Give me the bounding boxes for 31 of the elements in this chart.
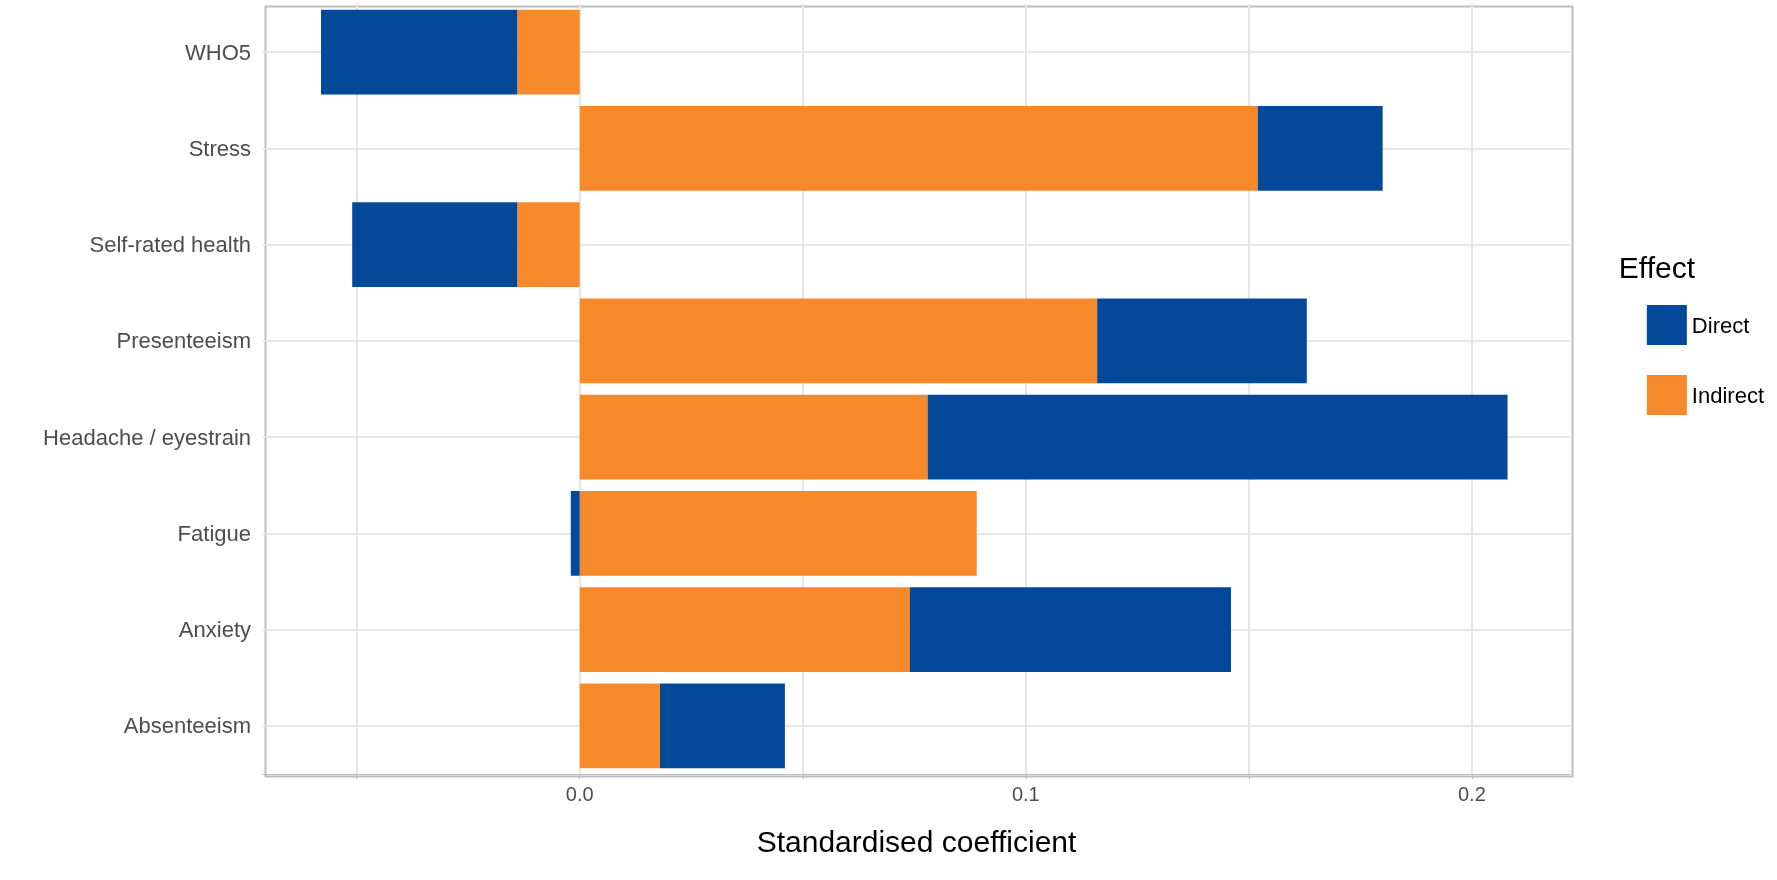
- y-tick-label: Stress: [188, 135, 251, 161]
- bar: [517, 202, 580, 287]
- bar: [1097, 298, 1307, 384]
- x-axis-title: Standardised coefficient: [756, 824, 1077, 858]
- bar: [927, 394, 1508, 480]
- y-tick-label: WHO5: [185, 39, 251, 65]
- bar: [517, 9, 580, 95]
- bar: [579, 491, 977, 576]
- y-tick-label: Anxiety: [178, 617, 251, 643]
- bar: [579, 587, 910, 672]
- x-tick-label: 0.1: [1011, 783, 1040, 805]
- y-tick-label: Absenteeism: [123, 713, 251, 739]
- bar: [579, 298, 1098, 384]
- legend-title: Effect: [1618, 250, 1696, 284]
- y-tick-label: Headache / eyestrain: [43, 424, 251, 450]
- bar: [352, 202, 518, 287]
- legend-label: Direct: [1691, 312, 1750, 338]
- y-tick-label: Self-rated health: [89, 232, 251, 258]
- bar: [579, 683, 661, 769]
- y-tick-label: Fatigue: [177, 520, 251, 546]
- bar: [570, 491, 580, 576]
- bar: [579, 106, 1258, 191]
- bar: [660, 683, 785, 769]
- legend-label: Indirect: [1691, 382, 1765, 408]
- bar: [1257, 106, 1383, 191]
- bar: [579, 394, 928, 480]
- y-tick-label: Presenteeism: [116, 328, 251, 354]
- x-tick-label: 0.0: [565, 783, 594, 805]
- bar: [320, 9, 518, 95]
- bar: [909, 587, 1231, 672]
- x-tick-label: 0.2: [1457, 783, 1486, 805]
